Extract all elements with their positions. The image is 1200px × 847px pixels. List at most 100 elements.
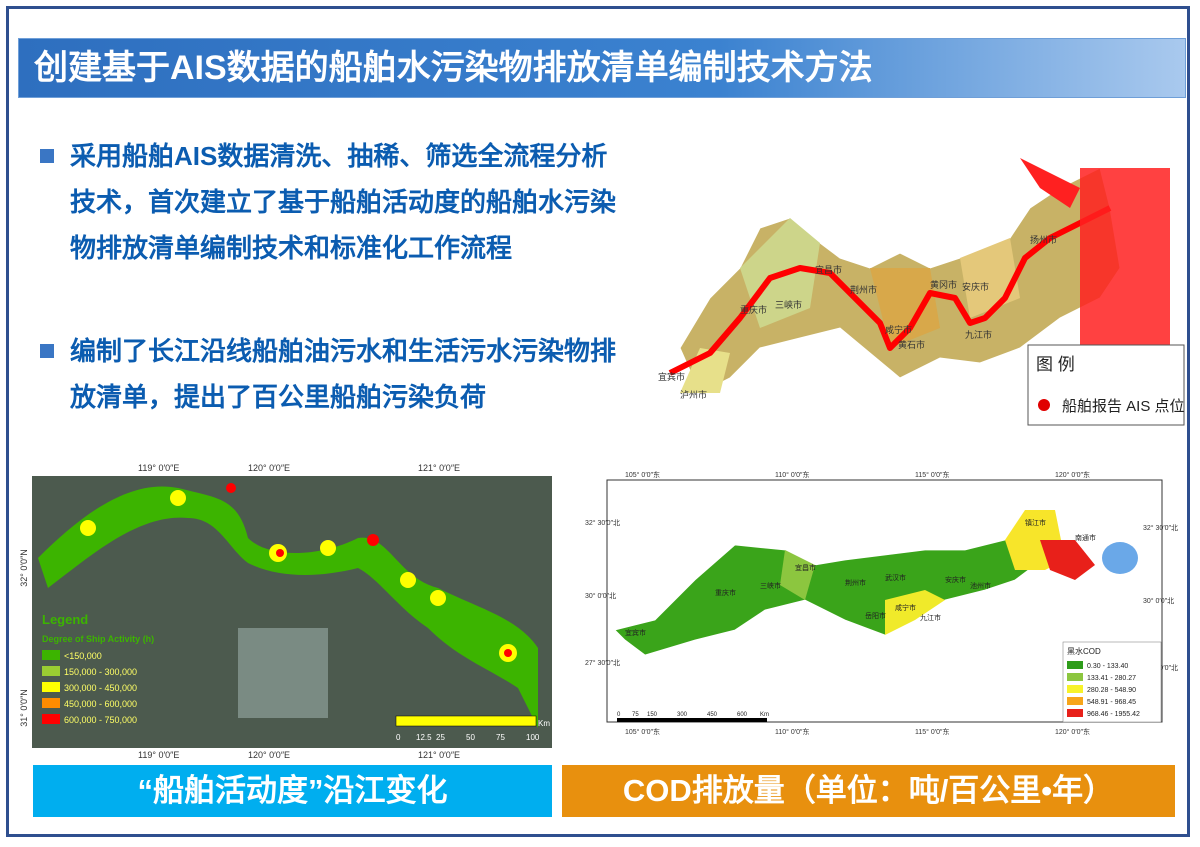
legend-swatch (1067, 685, 1083, 693)
activity-map: 119° 0′0″E 120° 0′0″E 121° 0′0″E 119° 0′0″E… (19, 463, 552, 758)
legend-item: 450,000 - 600,000 (64, 699, 137, 709)
scale-label: 12.5 (416, 733, 432, 742)
legend-swatch (1067, 697, 1083, 705)
hotspot (276, 549, 284, 557)
coord-label: 120° 0′0″E (248, 750, 290, 758)
legend-item: 300,000 - 450,000 (64, 683, 137, 693)
region-shape (780, 550, 815, 600)
city-label: 镇江市 (1025, 518, 1046, 527)
region-shape (885, 590, 945, 635)
legend-swatch (1067, 709, 1083, 717)
scale-label: 300 (677, 712, 688, 718)
coord-label: 120° 0′0″E (248, 463, 290, 473)
coord-label: 27° 30′0″北 (585, 659, 620, 667)
coord-label: 120° 0′0″东 (1055, 470, 1090, 479)
scale-label: 450 (707, 712, 718, 718)
city-label: 武汉市 (885, 573, 906, 582)
city-label: 宜宾市 (625, 628, 646, 637)
legend-item: 968.46 - 1955.42 (1087, 711, 1140, 718)
legend-title: 黑水COD (1067, 646, 1101, 656)
activity-band (38, 486, 538, 728)
ais-cluster (1020, 158, 1080, 208)
city-label: 安庆市 (962, 281, 989, 292)
coord-label: 32° 30′0″北 (1143, 524, 1178, 532)
coord-label: 31° 0′0″N (19, 689, 29, 727)
caption: COD排放量（单位：吨/百公里•年） (562, 765, 1175, 817)
region-shape (1040, 540, 1095, 580)
city-label: 宜宾市 (658, 371, 685, 382)
city-label: 九江市 (920, 613, 941, 622)
coord-label: 105° 0′0″东 (625, 470, 660, 479)
coord-label: 110° 0′0″东 (775, 727, 809, 736)
scale-bar (395, 715, 537, 727)
city-label: 岳阳市 (865, 611, 886, 620)
legend-subtitle: Degree of Ship Activity (h) (42, 634, 154, 644)
scale-label: 50 (466, 733, 475, 742)
legend-item: <150,000 (64, 651, 102, 661)
city-label: 重庆市 (715, 588, 736, 597)
legend-title: 图 例 (1036, 355, 1075, 374)
coord-label: 121° 0′0″E (418, 750, 460, 758)
legend-box (1062, 641, 1162, 723)
legend-item: 280.28 - 548.90 (1087, 687, 1136, 694)
lake (238, 628, 328, 718)
ais-cluster (1080, 168, 1170, 348)
slide-frame (6, 6, 1190, 837)
hotspot (504, 649, 512, 657)
city-label: 宜昌市 (795, 563, 816, 572)
cod-map: 105° 0′0″东 110° 0′0″东 115° 0′0″东 120° 0′0″东… (585, 470, 1178, 736)
city-label: 荆州市 (850, 284, 877, 295)
city-label: 九江市 (965, 329, 992, 340)
coord-label: 120° 0′0″东 (1055, 727, 1090, 736)
coord-label: 119° 0′0″E (138, 463, 179, 473)
hotspot (226, 483, 236, 493)
legend-dot (1038, 399, 1050, 411)
region-shape (680, 348, 730, 393)
legend-item: 150,000 - 300,000 (64, 667, 137, 677)
bullet: 采用船舶AIS数据清洗、抽稀、筛选全流程分析技术，首次建立了基于船舶活动度的船舶… (40, 133, 630, 271)
scale-label: 0 (396, 733, 401, 742)
scale-label: 600 (737, 712, 748, 718)
coord-label: 115° 0′0″东 (915, 470, 949, 479)
coord-label: 121° 0′0″E (418, 463, 460, 473)
legend-item: 600,000 - 750,000 (64, 715, 137, 725)
legend-swatch (1067, 661, 1083, 669)
coord-label: 32° 30′0″北 (585, 519, 620, 527)
title-bar (18, 38, 1186, 98)
sea (1102, 542, 1138, 574)
city-label: 咸宁市 (885, 324, 912, 335)
city-label: 安庆市 (945, 575, 966, 584)
city-label: 宜昌市 (815, 264, 842, 275)
ais-track (668, 205, 1112, 376)
legend-item: 133.41 - 280.27 (1087, 675, 1136, 682)
scale-label: 0 (617, 712, 621, 718)
coord-label: 115° 0′0″东 (915, 727, 949, 736)
hotspot (367, 534, 379, 546)
legend-box (1027, 344, 1185, 426)
scale-label: 25 (436, 733, 445, 742)
legend-swatch (42, 698, 60, 708)
legend-swatch (42, 650, 60, 660)
scale-unit: Km (760, 712, 769, 718)
coord-label: 32° 0′0″N (19, 549, 29, 587)
city-label: 荆州市 (845, 578, 866, 587)
scale-label: 100 (526, 733, 540, 742)
legend-swatch (42, 682, 60, 692)
city-label: 三峡市 (775, 299, 802, 310)
hotspots (80, 490, 517, 662)
legend-swatch (42, 714, 60, 724)
coord-label: 30° 0′0″北 (1143, 597, 1174, 605)
city-label: 南通市 (1075, 533, 1096, 542)
scale-label: 75 (632, 712, 639, 718)
city-label: 黄冈市 (930, 279, 957, 290)
caption: “船舶活动度”沿江变化 (33, 765, 552, 817)
legend-item: 0.30 - 133.40 (1087, 663, 1128, 670)
legend-item: 船舶报告 AIS 点位 (1062, 398, 1185, 415)
coord-label: 30° 0′0″北 (585, 592, 616, 600)
scale-unit: Km (538, 719, 550, 728)
legend-title: Legend (42, 612, 88, 627)
bullet-text: 编制了长江沿线船舶油污水和生活污水污染物排放清单，提出了百公里船舶污染负荷 (70, 336, 617, 412)
region-shape (870, 268, 940, 348)
legend-swatch (42, 666, 60, 676)
